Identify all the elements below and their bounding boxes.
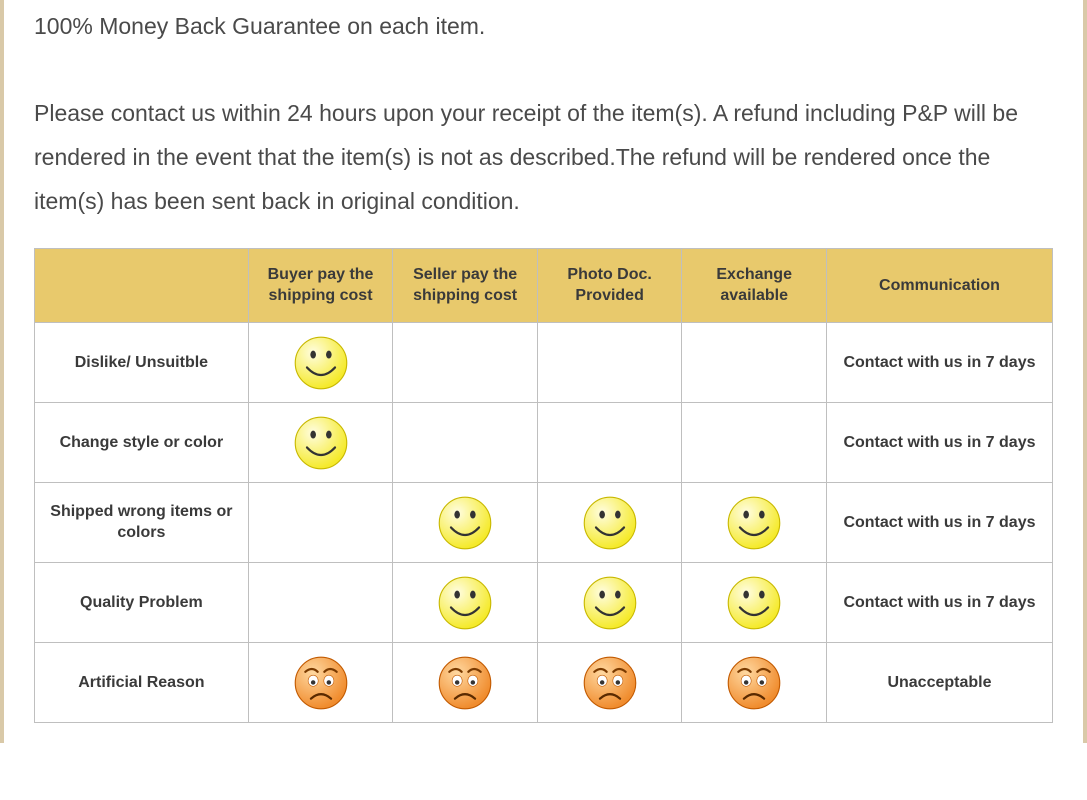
row-label: Artificial Reason <box>35 643 249 723</box>
table-cell <box>248 403 393 483</box>
table-cell <box>537 403 682 483</box>
col-header-photo: Photo Doc. Provided <box>537 249 682 323</box>
table-cell <box>682 403 827 483</box>
refund-policy-table: Buyer pay the shipping cost Seller pay t… <box>34 248 1053 723</box>
row-label: Dislike/ Unsuitble <box>35 323 249 403</box>
communication-cell: Contact with us in 7 days <box>826 323 1052 403</box>
intro-line-1: 100% Money Back Guarantee on each item. <box>34 5 1053 49</box>
table-cell <box>393 403 538 483</box>
table-row: Change style or color Contact with us in… <box>35 403 1053 483</box>
table-row: Dislike/ Unsuitble Contact with us in 7 … <box>35 323 1053 403</box>
table-cell <box>393 323 538 403</box>
table-cell <box>248 563 393 643</box>
col-header-buyer: Buyer pay the shipping cost <box>248 249 393 323</box>
table-header-row: Buyer pay the shipping cost Seller pay t… <box>35 249 1053 323</box>
table-cell <box>248 323 393 403</box>
table-cell <box>682 643 827 723</box>
row-label: Change style or color <box>35 403 249 483</box>
sad-icon <box>582 655 638 711</box>
table-cell <box>393 643 538 723</box>
table-cell <box>393 483 538 563</box>
table-row: Shipped wrong items or colors <box>35 483 1053 563</box>
table-cell <box>682 563 827 643</box>
communication-cell: Contact with us in 7 days <box>826 483 1052 563</box>
table-cell <box>537 643 682 723</box>
smile-icon <box>437 495 493 551</box>
table-row: Artificial Reason <box>35 643 1053 723</box>
table-cell <box>537 483 682 563</box>
intro-line-3: rendered in the event that the item(s) i… <box>34 136 1053 180</box>
smile-icon <box>582 575 638 631</box>
table-row: Quality Problem <box>35 563 1053 643</box>
smile-icon <box>582 495 638 551</box>
col-header-blank <box>35 249 249 323</box>
sad-icon <box>437 655 493 711</box>
table-cell <box>393 563 538 643</box>
smile-icon <box>293 415 349 471</box>
page-container: 100% Money Back Guarantee on each item. … <box>0 0 1087 743</box>
table-cell <box>682 483 827 563</box>
table-cell <box>248 643 393 723</box>
col-header-exch: Exchange available <box>682 249 827 323</box>
col-header-seller: Seller pay the shipping cost <box>393 249 538 323</box>
sad-icon <box>726 655 782 711</box>
communication-cell: Unacceptable <box>826 643 1052 723</box>
communication-cell: Contact with us in 7 days <box>826 403 1052 483</box>
table-cell <box>537 563 682 643</box>
table-cell <box>682 323 827 403</box>
intro-text-block: 100% Money Back Guarantee on each item. … <box>34 0 1053 248</box>
sad-icon <box>293 655 349 711</box>
table-cell <box>537 323 682 403</box>
smile-icon <box>437 575 493 631</box>
row-label: Quality Problem <box>35 563 249 643</box>
table-cell <box>248 483 393 563</box>
intro-line-2: Please contact us within 24 hours upon y… <box>34 92 1053 136</box>
communication-cell: Contact with us in 7 days <box>826 563 1052 643</box>
intro-line-4: item(s) has been sent back in original c… <box>34 180 1053 224</box>
smile-icon <box>726 495 782 551</box>
col-header-comm: Communication <box>826 249 1052 323</box>
smile-icon <box>726 575 782 631</box>
smile-icon <box>293 335 349 391</box>
row-label: Shipped wrong items or colors <box>35 483 249 563</box>
